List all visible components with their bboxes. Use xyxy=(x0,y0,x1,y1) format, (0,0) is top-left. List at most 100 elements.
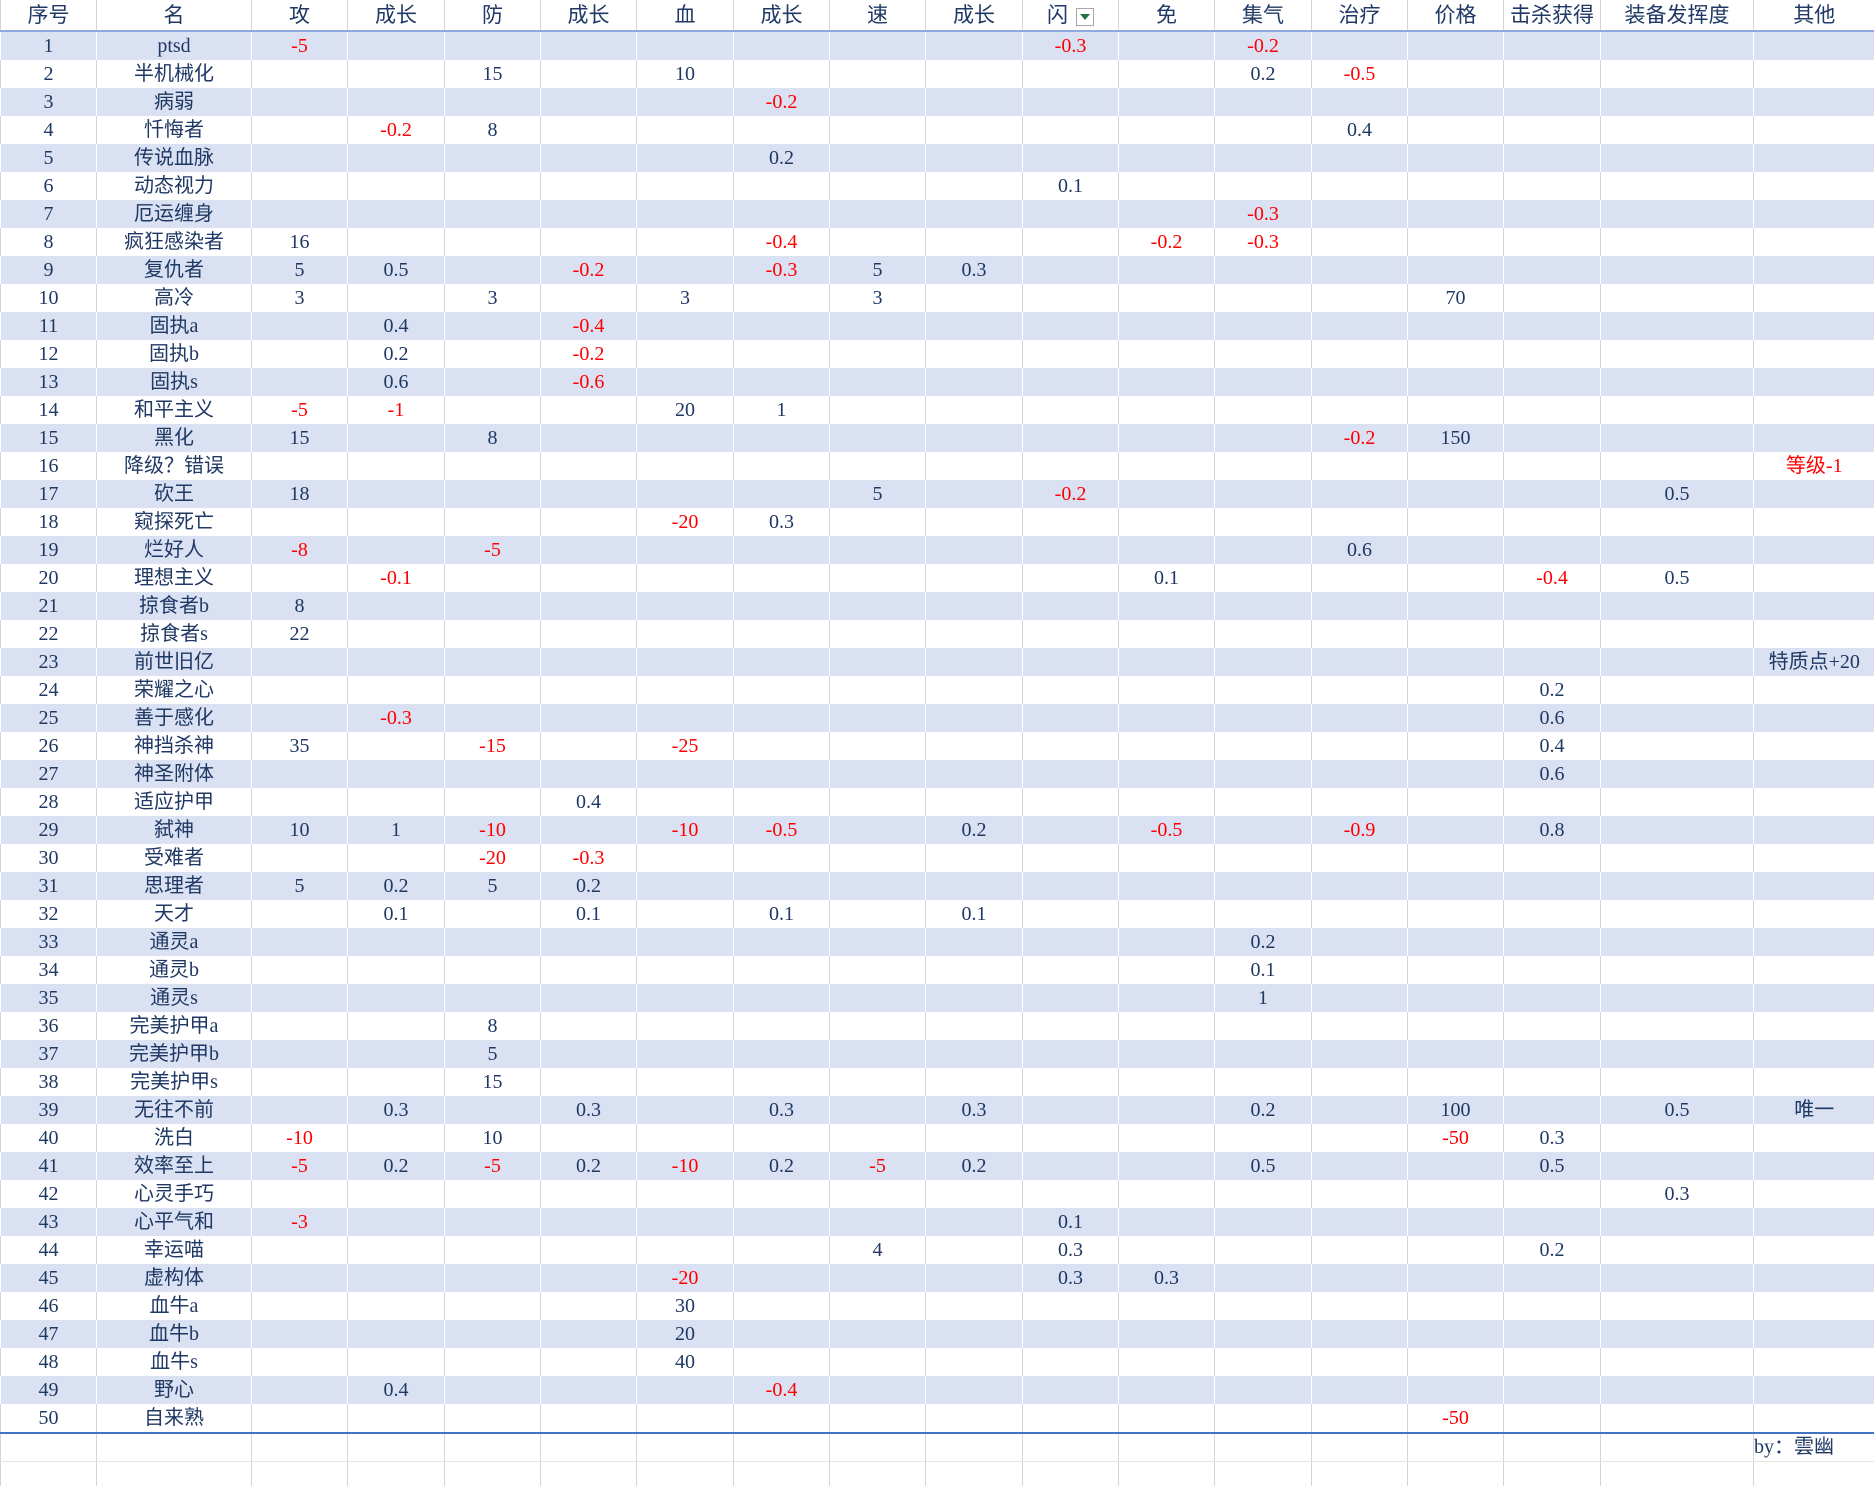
cell xyxy=(347,1124,445,1152)
cell xyxy=(925,1264,1023,1292)
cell: 0.3 xyxy=(1022,1264,1119,1292)
cell xyxy=(829,1180,926,1208)
cell: 100 xyxy=(1407,1096,1504,1124)
cell: -0.1 xyxy=(347,564,445,592)
cell xyxy=(636,228,734,256)
cell xyxy=(540,60,637,88)
cell xyxy=(1214,1320,1312,1348)
cell: 0.1 xyxy=(1022,1208,1119,1236)
cell xyxy=(1600,788,1754,816)
cell xyxy=(1022,340,1119,368)
cell xyxy=(251,1348,348,1376)
cell xyxy=(347,1264,445,1292)
cell xyxy=(347,1208,445,1236)
cell xyxy=(733,31,830,60)
cell: 0.2 xyxy=(925,816,1023,844)
cell xyxy=(925,620,1023,648)
cell: 10 xyxy=(0,284,97,312)
cell: 17 xyxy=(0,480,97,508)
cell xyxy=(1407,312,1504,340)
cell xyxy=(1022,1152,1119,1180)
cell xyxy=(1753,480,1874,508)
cell xyxy=(925,1124,1023,1152)
cell xyxy=(733,1461,830,1486)
cell xyxy=(1214,1348,1312,1376)
cell xyxy=(1600,1404,1754,1434)
cell xyxy=(1600,872,1754,900)
cell xyxy=(1600,592,1754,620)
cell xyxy=(636,592,734,620)
cell xyxy=(733,172,830,200)
cell xyxy=(1311,1320,1408,1348)
cell: -0.3 xyxy=(1022,31,1119,60)
cell xyxy=(733,1348,830,1376)
cell xyxy=(1407,172,1504,200)
cell xyxy=(1022,1040,1119,1068)
cell: 降级？错误 xyxy=(96,452,252,480)
cell xyxy=(251,1264,348,1292)
header-text: 其他 xyxy=(1793,3,1836,27)
cell: 18 xyxy=(0,508,97,536)
cell xyxy=(1311,480,1408,508)
cell xyxy=(1022,1124,1119,1152)
cell xyxy=(1407,536,1504,564)
cell xyxy=(1407,1012,1504,1040)
cell xyxy=(1753,508,1874,536)
cell xyxy=(733,788,830,816)
cell xyxy=(1600,1208,1754,1236)
cell xyxy=(1118,704,1215,732)
cell xyxy=(444,228,541,256)
cell xyxy=(444,620,541,648)
data-row: 27 神圣附体 0.6 xyxy=(0,760,1874,788)
cell xyxy=(1407,396,1504,424)
cell xyxy=(251,1404,348,1434)
cell: 30 xyxy=(0,844,97,872)
cell xyxy=(733,648,830,676)
cell xyxy=(1407,340,1504,368)
cell xyxy=(1753,956,1874,984)
cell: 0.2 xyxy=(1214,1096,1312,1124)
cell xyxy=(1600,676,1754,704)
cell xyxy=(1753,396,1874,424)
cell: 0.5 xyxy=(1214,1152,1312,1180)
cell xyxy=(347,1236,445,1264)
cell xyxy=(1311,1348,1408,1376)
data-row: 36 完美护甲a 8 xyxy=(0,1012,1874,1040)
cell: -0.6 xyxy=(540,368,637,396)
cell xyxy=(1407,452,1504,480)
data-row: 17 砍王 18 5 -0.2 0.5 xyxy=(0,480,1874,508)
filter-button[interactable] xyxy=(1076,8,1094,27)
cell xyxy=(1022,536,1119,564)
cell xyxy=(540,1348,637,1376)
cell: 29 xyxy=(0,816,97,844)
cell: 47 xyxy=(0,1320,97,1348)
cell xyxy=(251,1096,348,1124)
cell: 5 xyxy=(829,256,926,284)
cell xyxy=(1311,1376,1408,1404)
cell xyxy=(1118,508,1215,536)
cell xyxy=(829,88,926,116)
cell xyxy=(1407,480,1504,508)
cell xyxy=(1600,508,1754,536)
cell xyxy=(251,984,348,1012)
cell: 0.1 xyxy=(540,900,637,928)
cell xyxy=(733,1040,830,1068)
cell xyxy=(1118,760,1215,788)
cell xyxy=(1753,564,1874,592)
cell xyxy=(829,116,926,144)
cell xyxy=(1214,368,1312,396)
cell xyxy=(444,1264,541,1292)
cell xyxy=(925,676,1023,704)
cell xyxy=(1214,732,1312,760)
cell xyxy=(1311,200,1408,228)
cell xyxy=(1600,312,1754,340)
cell xyxy=(925,480,1023,508)
cell xyxy=(1407,592,1504,620)
cell xyxy=(1118,1320,1215,1348)
cell xyxy=(251,1433,348,1462)
header-cell: 血 xyxy=(636,0,734,32)
cell: 0.3 xyxy=(1600,1180,1754,1208)
cell: 1 xyxy=(347,816,445,844)
cell xyxy=(1753,788,1874,816)
cell: 通灵b xyxy=(96,956,252,984)
